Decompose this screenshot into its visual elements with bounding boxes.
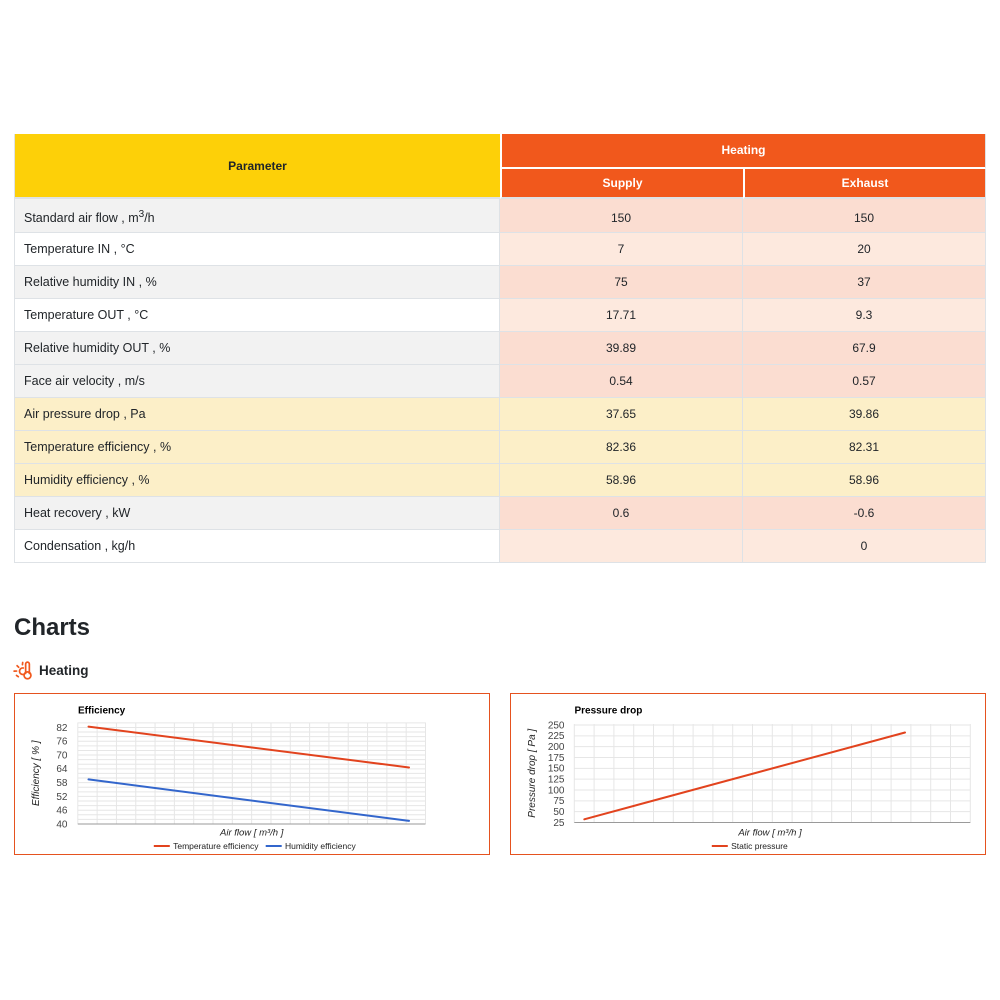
svg-text:58: 58 <box>56 778 68 789</box>
svg-text:Efficiency: Efficiency <box>78 706 126 717</box>
svg-text:25: 25 <box>553 818 565 829</box>
svg-text:175: 175 <box>548 753 565 764</box>
svg-text:125: 125 <box>548 774 565 785</box>
svg-text:Air flow [ m³/h ]: Air flow [ m³/h ] <box>219 827 284 838</box>
svg-text:Efficiency [ % ]: Efficiency [ % ] <box>31 740 42 806</box>
svg-text:100: 100 <box>548 785 565 796</box>
svg-text:Pressure drop: Pressure drop <box>575 706 643 717</box>
svg-text:150: 150 <box>548 764 565 775</box>
svg-text:82: 82 <box>56 723 68 734</box>
svg-text:64: 64 <box>56 764 68 775</box>
svg-text:225: 225 <box>548 731 565 742</box>
svg-text:250: 250 <box>548 720 565 731</box>
svg-text:Static pressure: Static pressure <box>731 841 788 851</box>
svg-text:Air flow [ m³/h ]: Air flow [ m³/h ] <box>737 827 802 838</box>
svg-text:52: 52 <box>56 792 68 803</box>
svg-text:50: 50 <box>553 807 565 818</box>
svg-text:40: 40 <box>56 819 68 830</box>
svg-text:Temperature efficiency: Temperature efficiency <box>173 841 259 851</box>
svg-text:Pressure drop [ Pa ]: Pressure drop [ Pa ] <box>527 729 538 818</box>
svg-text:Humidity efficiency: Humidity efficiency <box>285 841 356 851</box>
svg-text:200: 200 <box>548 742 565 753</box>
svg-text:46: 46 <box>56 806 68 817</box>
svg-text:70: 70 <box>56 750 68 761</box>
svg-text:76: 76 <box>56 737 68 748</box>
svg-text:75: 75 <box>553 796 565 807</box>
